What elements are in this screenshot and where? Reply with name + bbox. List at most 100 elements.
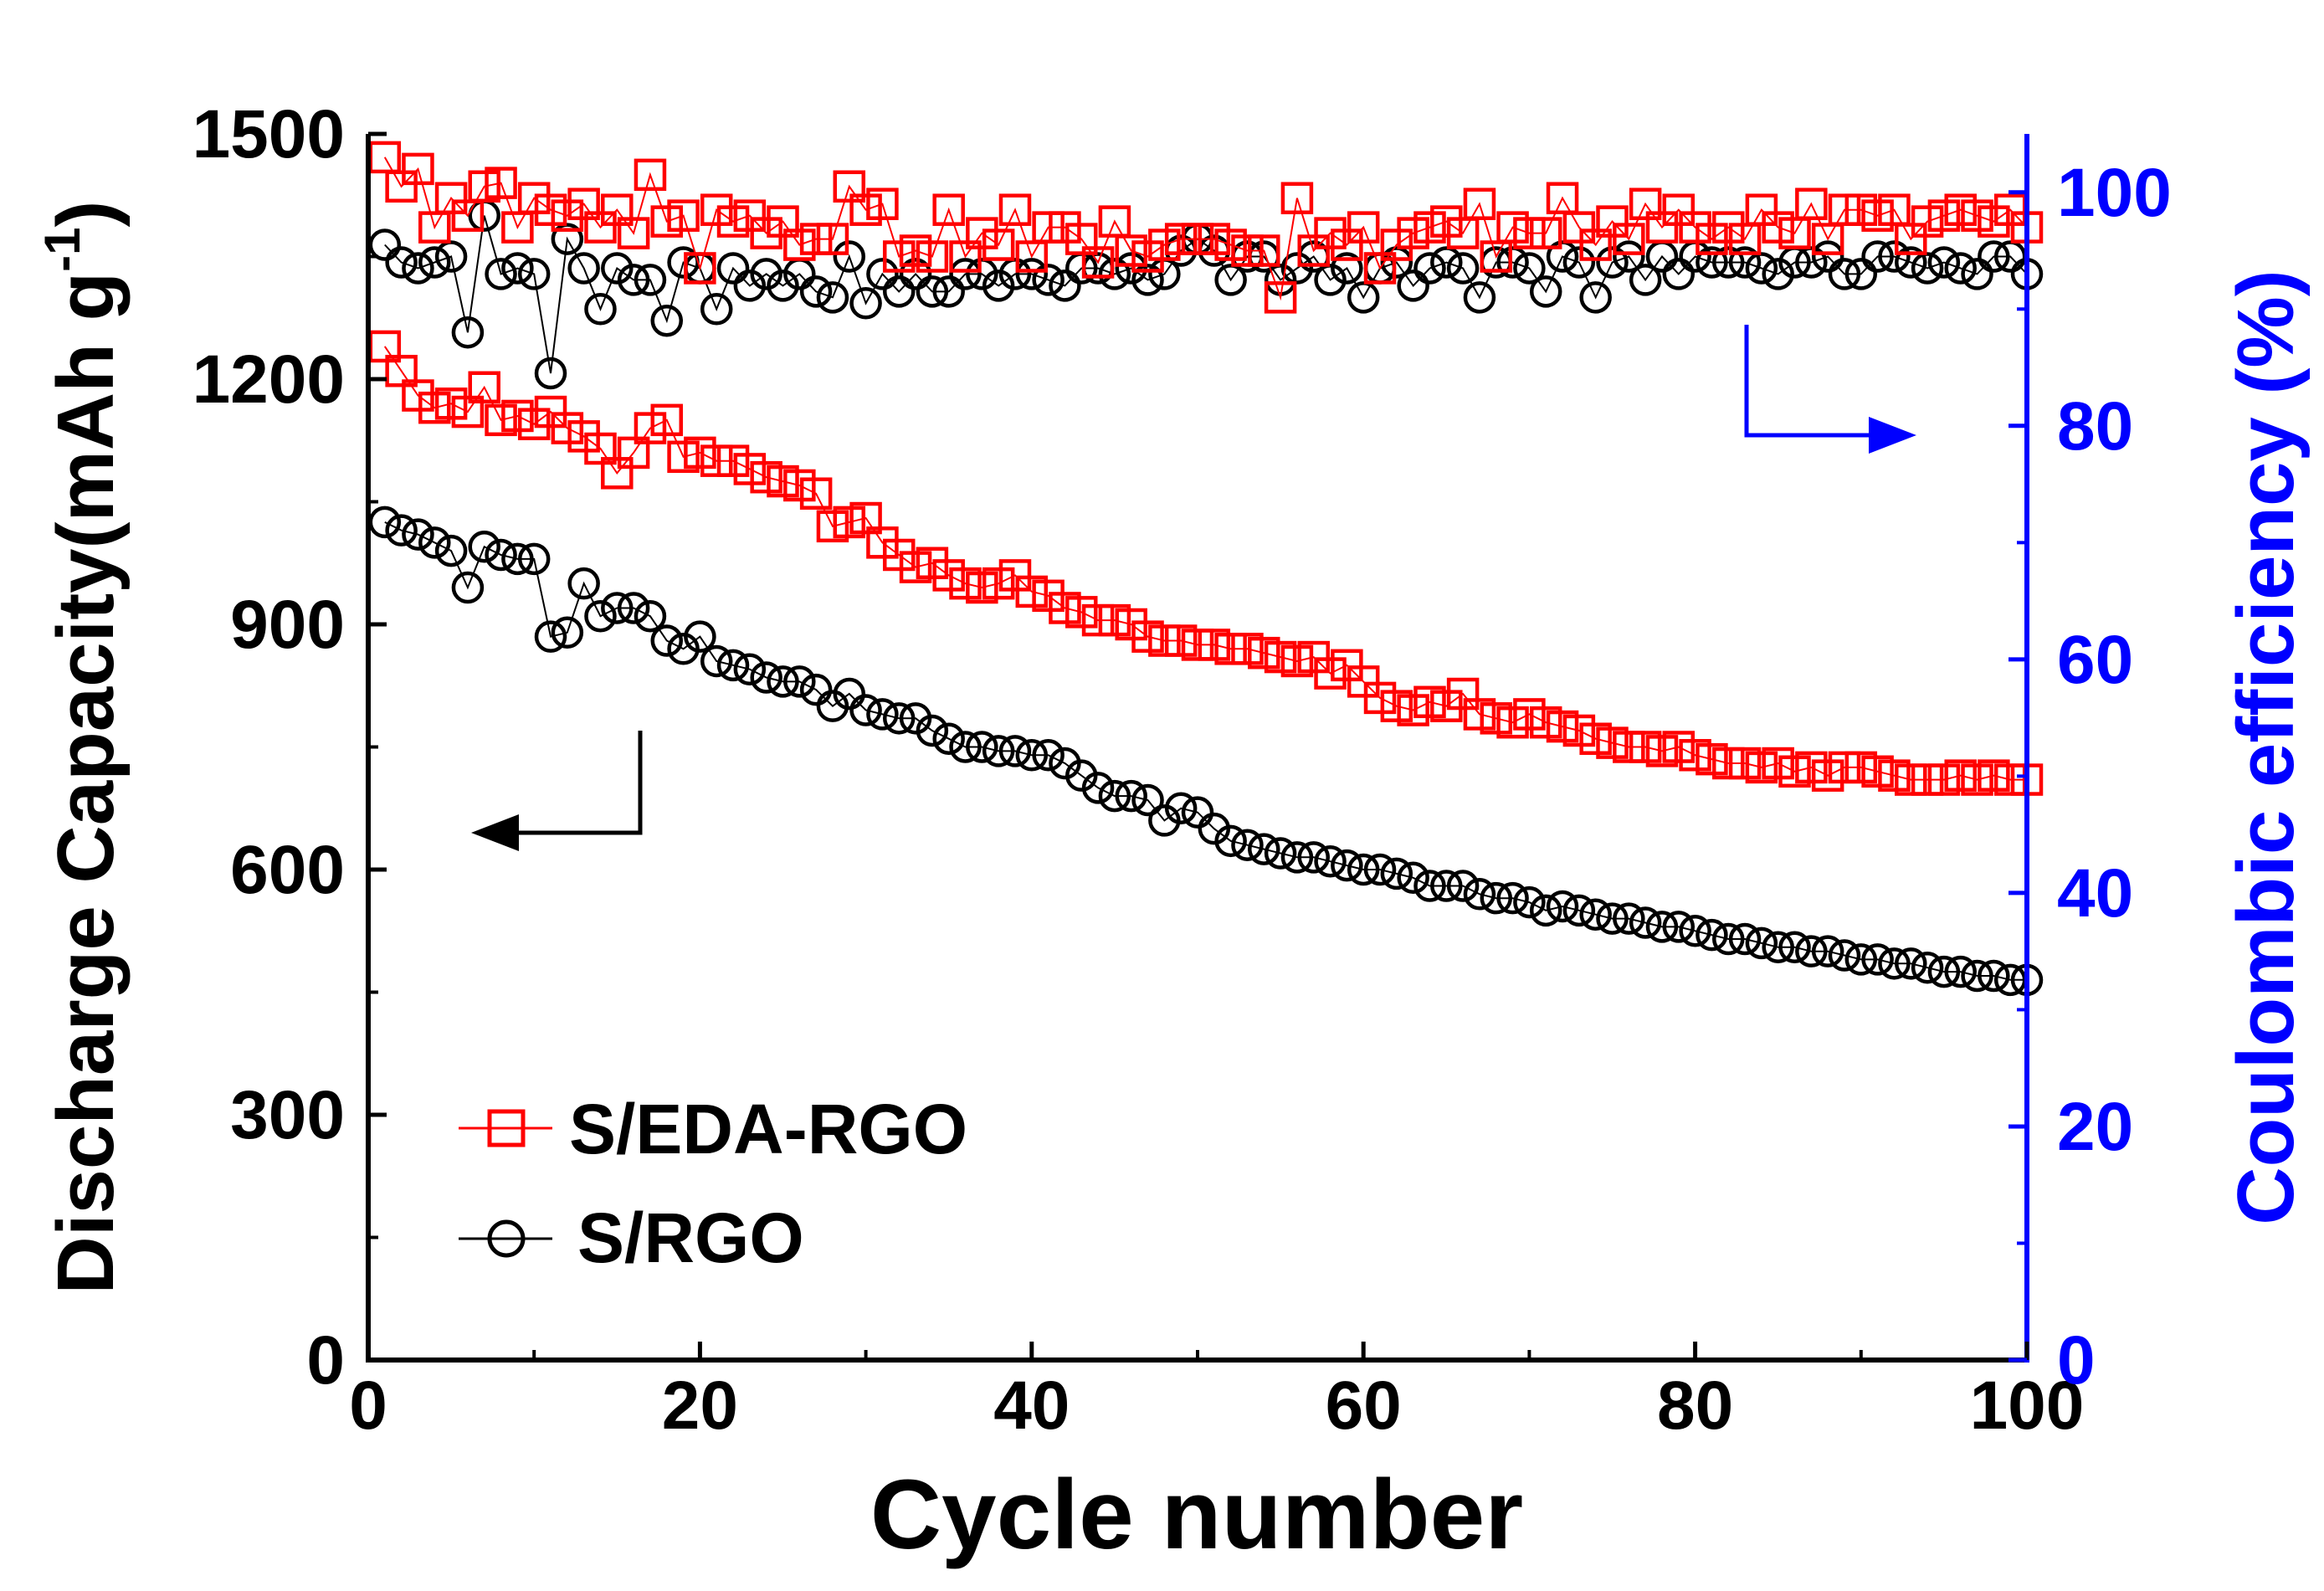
data-point-square <box>485 167 517 199</box>
data-point-square <box>584 432 617 465</box>
data-point-circle <box>1231 829 1264 861</box>
data-point-square <box>1679 211 1711 244</box>
series-rgo-capacity <box>368 506 2044 997</box>
data-point-circle <box>1214 824 1247 858</box>
data-point-square <box>849 193 882 226</box>
data-point-square <box>1314 217 1347 249</box>
data-point-square <box>584 211 617 244</box>
data-point-circle <box>916 275 949 308</box>
data-point-square <box>1413 685 1446 719</box>
data-point-square <box>517 408 551 440</box>
data-point-square <box>1463 698 1496 731</box>
data-point-square <box>1231 633 1264 665</box>
data-point-square <box>1596 205 1629 238</box>
legend-label-eda: S/EDA-RGO <box>569 1090 967 1168</box>
data-point-square <box>866 526 899 559</box>
legend-marker-circle <box>487 1219 526 1258</box>
data-point-square <box>418 391 451 424</box>
data-point-circle <box>1164 792 1198 824</box>
data-point-square <box>434 387 468 420</box>
data-point-square <box>1811 759 1844 792</box>
left-tick-label: 600 <box>230 832 345 908</box>
data-point-circle <box>1248 833 1280 865</box>
data-point-square <box>1795 751 1828 784</box>
data-point-square <box>1280 644 1314 678</box>
data-point-circle <box>1115 252 1147 285</box>
data-point-square <box>1579 228 1612 261</box>
data-point-square <box>402 152 434 186</box>
data-point-circle <box>1811 935 1844 967</box>
data-point-circle <box>501 252 534 285</box>
data-point-circle <box>1380 246 1413 279</box>
data-point-circle <box>434 534 468 567</box>
data-point-square <box>767 205 799 238</box>
data-point-circle <box>402 252 434 285</box>
data-point-circle <box>1895 246 1927 279</box>
data-point-circle <box>1181 796 1214 829</box>
data-point-square <box>949 240 982 273</box>
data-point-circle <box>650 304 684 337</box>
data-point-square <box>1762 211 1794 244</box>
data-point-square <box>1446 677 1480 711</box>
right-tick-label: 60 <box>2057 622 2133 698</box>
data-point-square <box>1828 193 1861 226</box>
data-point-square <box>816 510 849 543</box>
data-point-circle <box>716 649 750 682</box>
data-point-circle <box>517 542 551 576</box>
data-point-circle <box>750 661 782 694</box>
data-point-circle <box>949 731 982 763</box>
data-point-square <box>799 477 833 510</box>
data-point-square <box>551 412 584 444</box>
x-tick-label: 40 <box>993 1368 1070 1444</box>
legend-item-rgo: S/RGO <box>459 1198 804 1277</box>
data-point-square <box>1745 751 1778 784</box>
data-point-circle <box>617 264 650 296</box>
data-point-circle <box>1214 264 1247 296</box>
data-point-square <box>1895 763 1927 796</box>
data-point-square <box>882 240 916 273</box>
data-point-square <box>1248 636 1280 670</box>
data-point-circle <box>982 735 1015 767</box>
data-point-square <box>1131 620 1164 653</box>
data-point-square <box>1314 657 1347 690</box>
data-point-square <box>1927 763 1961 796</box>
data-point-circle <box>1662 258 1696 290</box>
data-point-square <box>684 436 716 470</box>
data-point-circle <box>1446 252 1480 285</box>
data-point-square <box>1480 240 1513 273</box>
data-point-square <box>882 538 916 572</box>
data-point-square <box>451 395 485 429</box>
legend-label-rgo: S/RGO <box>577 1198 804 1277</box>
data-point-square <box>650 403 684 437</box>
data-point-circle <box>750 258 782 290</box>
data-point-circle <box>1944 252 1977 285</box>
data-point-square <box>949 567 982 600</box>
data-point-circle <box>650 624 684 657</box>
data-point-square <box>982 567 1015 600</box>
data-point-square <box>833 170 866 203</box>
data-point-circle <box>1795 935 1828 967</box>
data-point-square <box>1430 205 1463 238</box>
data-point-square <box>833 506 866 539</box>
data-point-circle <box>1711 246 1745 279</box>
data-point-square <box>1711 211 1745 244</box>
data-point-square <box>1331 649 1363 682</box>
data-point-square <box>1861 755 1894 788</box>
data-point-circle <box>451 316 485 349</box>
data-point-circle <box>501 542 534 576</box>
data-point-square <box>601 193 634 226</box>
data-point-square <box>716 205 750 238</box>
data-point-circle <box>1529 275 1562 308</box>
data-point-square <box>617 436 650 470</box>
series-rgo-efficiency <box>368 199 2044 390</box>
data-point-circle <box>1032 739 1065 772</box>
data-point-circle <box>418 526 451 559</box>
data-point-circle <box>1513 885 1546 919</box>
data-point-circle <box>1098 258 1131 290</box>
data-point-circle <box>1115 779 1147 813</box>
data-point-square <box>617 217 650 249</box>
x-tick-label: 100 <box>1970 1368 2085 1444</box>
left-axis-ticks: 0 300 600 900 1200 1500 <box>192 96 387 1399</box>
data-point-square <box>1613 731 1645 763</box>
data-point-circle <box>1413 252 1446 285</box>
